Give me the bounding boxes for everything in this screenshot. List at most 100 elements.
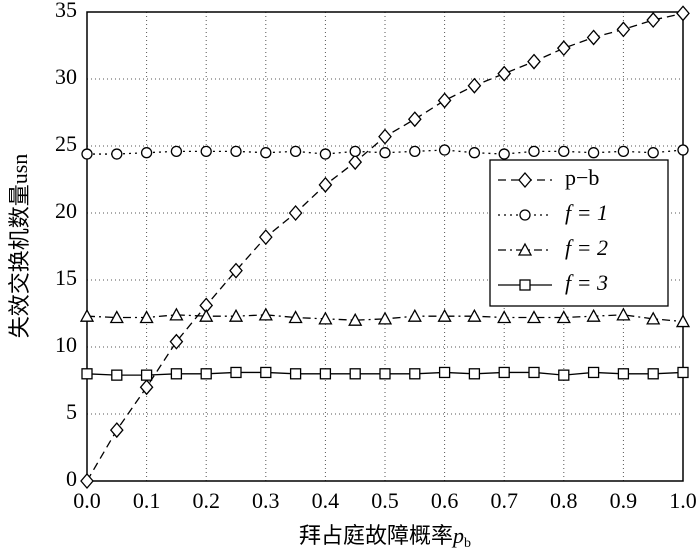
x-axis-label: 拜占庭故障概率pb <box>299 523 471 551</box>
marker <box>438 144 451 156</box>
marker <box>228 308 244 322</box>
marker <box>140 369 153 381</box>
y-tick-label: 20 <box>55 198 77 223</box>
marker <box>230 366 242 379</box>
marker <box>616 21 631 38</box>
marker <box>229 262 243 279</box>
marker <box>377 311 393 325</box>
marker <box>468 147 481 159</box>
x-tick-label: 0.7 <box>490 488 518 513</box>
marker <box>676 5 690 22</box>
legend-label: f = 2 <box>565 235 608 260</box>
marker <box>111 148 123 160</box>
marker <box>498 366 510 379</box>
marker <box>647 368 659 380</box>
marker <box>556 310 571 324</box>
marker <box>467 308 482 322</box>
marker <box>81 148 93 160</box>
marker <box>288 310 303 324</box>
marker <box>587 147 600 159</box>
x-tick-label: 0.8 <box>550 488 578 513</box>
marker <box>139 379 154 396</box>
x-axis-label-text: 拜占庭故障概率 <box>299 523 453 548</box>
x-axis-label-sub: b <box>464 536 471 551</box>
marker <box>586 29 601 46</box>
marker <box>318 311 333 325</box>
x-tick-label: 1.0 <box>669 488 697 513</box>
marker <box>675 314 691 328</box>
legend-label: f = 1 <box>565 200 608 225</box>
marker <box>258 307 273 321</box>
marker <box>407 308 422 322</box>
marker <box>617 145 630 158</box>
marker <box>170 145 183 158</box>
legend-label: p−b <box>565 165 599 190</box>
marker <box>407 111 422 128</box>
marker <box>677 144 689 156</box>
x-tick-label: 0.4 <box>312 488 340 513</box>
marker <box>519 279 531 291</box>
marker <box>616 307 631 321</box>
marker <box>586 308 601 322</box>
y-tick-label: 5 <box>66 399 77 424</box>
marker <box>518 172 532 188</box>
marker <box>260 366 272 379</box>
y-tick-label: 0 <box>66 466 77 491</box>
x-tick-label: 0.1 <box>133 488 161 513</box>
marker <box>319 368 332 380</box>
marker <box>319 148 332 160</box>
x-tick-label: 0.6 <box>431 488 459 513</box>
marker <box>79 308 95 322</box>
x-axis-label-var: p <box>451 523 464 548</box>
marker <box>526 310 542 324</box>
y-tick-label: 30 <box>55 64 77 89</box>
marker <box>587 366 600 379</box>
marker <box>111 369 123 381</box>
marker <box>527 53 541 70</box>
x-tick-label: 0.3 <box>252 488 280 513</box>
marker <box>617 368 630 380</box>
marker <box>468 368 481 380</box>
marker <box>647 147 659 159</box>
y-axis-label: 失效交换机数量usn <box>7 154 32 339</box>
marker <box>348 312 363 326</box>
y-tick-label: 25 <box>55 131 77 156</box>
marker <box>348 154 363 171</box>
marker <box>200 145 212 158</box>
marker <box>378 128 392 145</box>
marker <box>379 147 391 159</box>
marker <box>556 40 571 57</box>
marker <box>230 145 242 158</box>
marker <box>646 311 661 325</box>
y-tick-label: 35 <box>55 0 77 22</box>
marker <box>140 147 153 159</box>
marker <box>109 422 124 439</box>
marker <box>169 333 184 350</box>
x-tick-label: 0.0 <box>73 488 101 513</box>
marker <box>139 310 154 324</box>
marker <box>437 92 452 109</box>
x-tick-label: 0.5 <box>371 488 399 513</box>
y-tick-label: 15 <box>55 265 77 290</box>
marker <box>558 145 570 158</box>
marker <box>170 368 183 380</box>
marker <box>169 307 184 321</box>
marker <box>109 310 124 324</box>
marker <box>409 145 421 158</box>
marker <box>260 147 272 159</box>
y-tick-label: 10 <box>55 332 77 357</box>
marker <box>288 205 303 221</box>
legend-label: f = 3 <box>565 270 608 295</box>
plot-frame <box>86 11 684 482</box>
marker <box>517 242 533 256</box>
marker <box>528 145 540 158</box>
marker <box>519 209 531 221</box>
marker <box>200 368 212 380</box>
marker <box>318 176 333 193</box>
marker <box>437 308 452 322</box>
marker <box>258 229 273 246</box>
marker <box>349 145 361 158</box>
marker <box>677 366 689 379</box>
marker <box>409 368 421 380</box>
marker <box>498 148 510 160</box>
